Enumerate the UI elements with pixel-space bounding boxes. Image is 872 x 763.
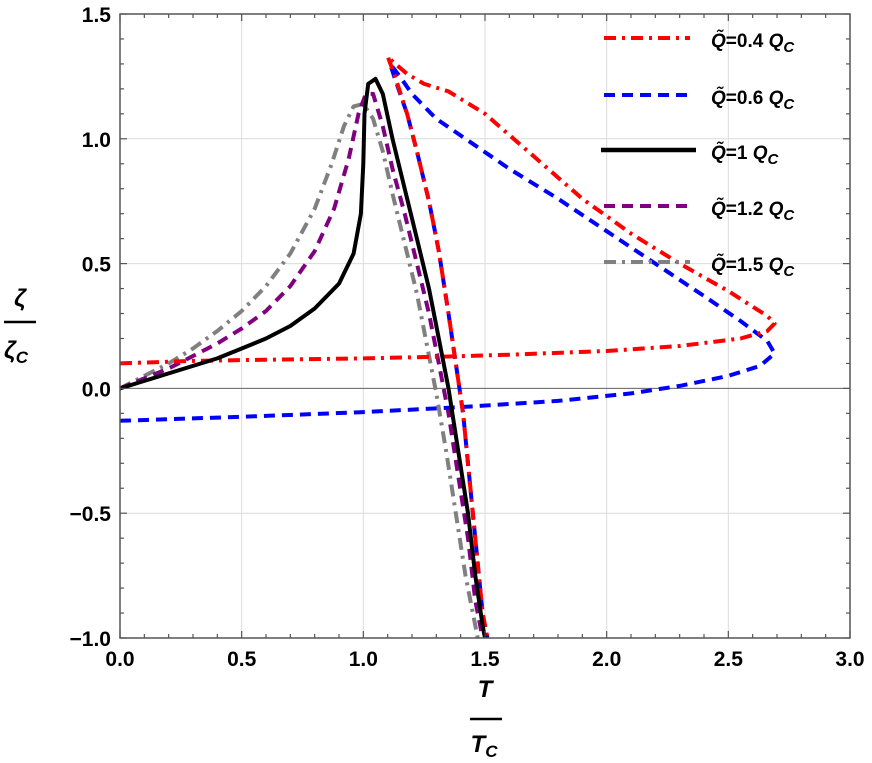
legend-label: Q̃=0.6 QC — [711, 86, 795, 113]
axis-ticks — [119, 13, 851, 639]
legend-item: Q̃=1 QC — [601, 141, 780, 168]
series-line-0_6 — [119, 61, 777, 639]
x-tick-label: 2.5 — [714, 648, 744, 671]
series-line-1_5 — [119, 101, 480, 639]
y-tick-label: 1.5 — [82, 4, 112, 27]
y-axis-label: ζ ζC — [4, 285, 36, 367]
series-line-0_4 — [119, 54, 777, 639]
series-line-1_2 — [119, 91, 485, 639]
y-label-denominator: ζC — [4, 337, 29, 367]
y-label-numerator: ζ — [14, 285, 27, 312]
legend-label: Q̃=1.5 QC — [711, 253, 795, 280]
y-tick-label: −1.0 — [70, 628, 111, 651]
x-tick-label: 0.5 — [227, 648, 257, 671]
y-tick-label: 1.0 — [82, 129, 111, 152]
x-tick-label: 2.0 — [592, 648, 621, 671]
x-label-numerator: T — [478, 676, 495, 703]
legend-item: Q̃=0.6 QC — [604, 86, 795, 113]
x-tick-labels: 0.0 0.5 1.0 1.5 2.0 2.5 3.0 — [105, 648, 864, 671]
series-line-1 — [119, 76, 487, 639]
legend-label: Q̃=1 QC — [711, 141, 780, 168]
plot-series — [119, 54, 777, 639]
legend-label: Q̃=0.4 QC — [711, 29, 795, 56]
x-tick-label: 1.0 — [349, 648, 378, 671]
legend-item: Q̃=1.5 QC — [604, 253, 795, 280]
legend-item: Q̃=0.4 QC — [604, 29, 795, 56]
legend-label: Q̃=1.2 QC — [711, 197, 795, 224]
y-tick-label: −0.5 — [70, 503, 112, 526]
x-tick-label: 1.5 — [470, 648, 500, 671]
x-label-denominator: TC — [471, 731, 499, 761]
legend: Q̃=0.4 QC Q̃=0.6 QC Q̃=1 QC Q̃=1.2 QC Q̃=1.5… — [601, 29, 795, 280]
legend-item: Q̃=1.2 QC — [604, 197, 795, 224]
y-tick-label: 0.0 — [82, 378, 111, 401]
x-axis-label: T TC — [470, 676, 502, 761]
x-tick-label: 3.0 — [835, 648, 864, 671]
y-tick-labels: −1.0 −0.5 0.0 0.5 1.0 1.5 — [70, 4, 112, 651]
x-tick-label: 0.0 — [105, 648, 134, 671]
y-tick-label: 0.5 — [82, 254, 112, 277]
